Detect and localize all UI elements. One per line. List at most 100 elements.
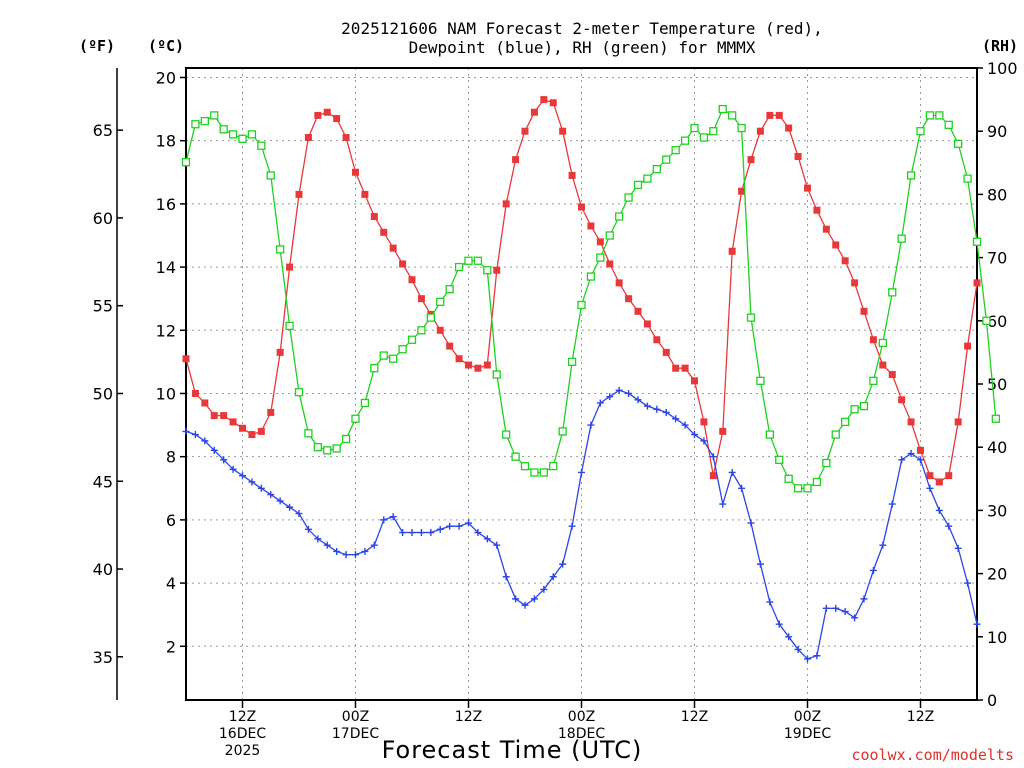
dewpoint-point: [747, 519, 755, 527]
rh-point: [746, 313, 756, 322]
dewpoint-point: [813, 652, 821, 660]
rh-point: [709, 127, 718, 136]
dewpoint-point: [342, 551, 350, 559]
dewpoint-point: [691, 431, 698, 439]
temperature-point: [323, 108, 331, 116]
data-series: [181, 96, 1000, 663]
dewpoint-point: [681, 421, 689, 429]
dewpoint-point: [728, 468, 736, 476]
rh-point: [671, 146, 680, 155]
rh-point: [379, 351, 388, 360]
rh-tick-label: 70: [987, 249, 1007, 268]
dewpoint-point: [248, 478, 256, 486]
dewpoint-point: [540, 585, 548, 593]
dewpoint-point: [417, 529, 425, 537]
dewpoint-point: [587, 421, 595, 429]
dewpoint-point: [399, 529, 407, 537]
dewpoint-point: [512, 595, 520, 603]
rh-point: [398, 345, 407, 354]
rh-point: [464, 256, 473, 265]
rh-point: [502, 430, 511, 439]
dewpoint-point: [276, 497, 284, 505]
temperature-point: [794, 152, 802, 160]
temperature-point: [625, 295, 633, 303]
temperature-point: [502, 200, 510, 208]
temperature-point: [474, 364, 482, 372]
dewpoint-point: [851, 614, 859, 622]
rh-point: [313, 443, 322, 452]
rh-point: [812, 477, 822, 487]
x-tick-label: 00Z: [342, 709, 369, 725]
temperature-point: [898, 396, 906, 404]
rh-point: [633, 180, 643, 190]
rh-point: [294, 388, 304, 397]
rh-point: [916, 127, 925, 136]
dewpoint-point: [474, 529, 482, 537]
dewpoint-point: [201, 437, 209, 445]
temperature-point: [728, 247, 736, 255]
temperature-point: [380, 228, 388, 236]
dewpoint-point: [804, 655, 811, 663]
celsius-unit-label: (ºC): [148, 37, 184, 55]
temperature-point: [973, 279, 981, 287]
rh-point: [483, 266, 492, 275]
x-tick-label: 16DEC: [219, 726, 266, 742]
rh-point: [680, 136, 690, 145]
dewpoint-point: [295, 510, 303, 518]
rh-point: [520, 462, 530, 471]
temperature-point: [182, 355, 190, 363]
axes: 2 4 6 8 10 12 14 16 18 20 35 40 45 50 55 60 65 0 10 20 30 40 5…: [93, 59, 1018, 759]
dewpoint-point: [568, 522, 576, 530]
fahrenheit-unit-label: (ºF): [79, 37, 115, 55]
temperature-point: [888, 371, 896, 379]
rh-point: [775, 455, 784, 464]
celsius-tick-label: 6: [166, 511, 176, 530]
x-axis-title: Forecast Time (UTC): [382, 736, 643, 764]
dewpoint-series: [182, 386, 981, 663]
temperature-point: [851, 279, 859, 287]
x-tick-label: 00Z: [794, 709, 821, 725]
rh-point: [615, 212, 624, 221]
dewpoint-point: [191, 431, 199, 439]
temperature-point: [455, 355, 463, 363]
dewpoint-point: [596, 399, 604, 407]
dewpoint-point: [907, 450, 915, 458]
temperature-point: [361, 190, 369, 198]
rh-point: [586, 272, 596, 281]
dewpoint-point: [483, 535, 491, 543]
rh-point: [417, 326, 426, 335]
temperature-point: [653, 336, 661, 344]
rh-point: [577, 300, 586, 310]
dewpoint-point: [954, 544, 962, 552]
rh-point: [454, 262, 464, 272]
dewpoint-point: [578, 468, 585, 476]
temperature-point: [841, 257, 849, 265]
rh-point: [888, 288, 897, 297]
rh-point: [285, 321, 294, 331]
dewpoint-point: [446, 522, 454, 530]
dewpoint-point: [559, 560, 567, 568]
celsius-tick-label: 16: [156, 195, 176, 214]
rh-point: [728, 111, 737, 120]
dewpoint-point: [662, 408, 670, 416]
rh-point: [332, 444, 341, 453]
dewpoint-point: [879, 541, 887, 549]
temperature-point: [719, 427, 727, 435]
rh-point: [652, 164, 661, 174]
dewpoint-point: [794, 645, 802, 653]
rh-point: [982, 316, 991, 325]
dewpoint-point: [286, 503, 294, 511]
temperature-point: [342, 134, 350, 142]
rh-tick-label: 40: [987, 438, 1007, 457]
rh-point: [972, 237, 982, 246]
dewpoint-point: [220, 456, 228, 464]
fahrenheit-tick-label: 40: [93, 560, 113, 579]
temperature-point: [879, 361, 887, 369]
celsius-tick-label: 20: [156, 68, 176, 87]
x-tick-label: 12Z: [907, 709, 934, 725]
dewpoint-point: [832, 604, 840, 612]
rh-point: [530, 468, 539, 477]
fahrenheit-tick-label: 35: [93, 648, 113, 667]
dewpoint-point: [935, 506, 943, 514]
temperature-point: [615, 279, 623, 287]
